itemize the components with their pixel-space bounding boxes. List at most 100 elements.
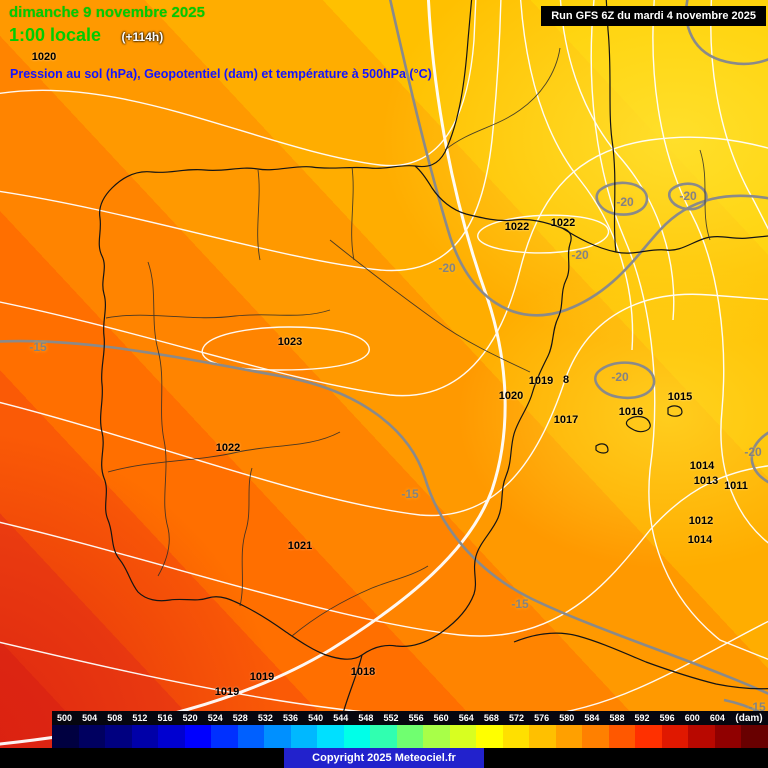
scale-tick: 580 [559, 713, 575, 723]
pressure-label: 1014 [689, 460, 715, 472]
scale-tick: 504 [82, 713, 98, 723]
scale-tick: 584 [584, 713, 600, 723]
scale-color-cell [582, 725, 609, 748]
scale-tick: 548 [358, 713, 374, 723]
copyright-label: Copyright 2025 Meteociel.fr [284, 748, 484, 768]
temperature-label: -15 [401, 487, 419, 501]
scale-color-cell [396, 725, 424, 748]
temperature-label: -20 [616, 195, 634, 209]
forecast-offset: (+114h) [121, 30, 164, 44]
scale-color-cell [529, 725, 556, 748]
scale-tick: 532 [257, 713, 273, 723]
pressure-label: 1019 [214, 686, 240, 698]
pressure-label: 1018 [350, 666, 376, 678]
pressure-label: 1013 [693, 475, 719, 487]
scale-color-cell [317, 725, 344, 748]
scale-color-cell [423, 725, 450, 748]
forecast-date: dimanche 9 novembre 2025 [9, 4, 205, 21]
scale-color-cell [237, 725, 265, 748]
pressure-label: 1011 [724, 480, 748, 492]
scale-tick: 568 [483, 713, 499, 723]
temperature-label: -20 [744, 445, 762, 459]
pressure-label: 1023 [277, 336, 303, 348]
scale-unit-label: (dam) [735, 712, 763, 724]
pressure-label: 1022 [215, 442, 241, 454]
scale-tick: 596 [659, 713, 675, 723]
scale-tick: 544 [333, 713, 349, 723]
temperature-label: -20 [438, 261, 456, 275]
scale-tick: 604 [709, 713, 725, 723]
isobar-lines [0, 0, 768, 746]
scale-color-cell [476, 725, 503, 748]
pressure-label: 1017 [553, 414, 579, 426]
scale-color-cell [370, 725, 397, 748]
scale-color-cell [52, 725, 79, 748]
pressure-label: 1021 [287, 540, 313, 552]
scale-color-cell [78, 725, 106, 748]
pressure-label: 1019 [528, 375, 554, 387]
scale-color-cell [158, 725, 185, 748]
scale-tick: 592 [634, 713, 650, 723]
scale-tick: 524 [207, 713, 223, 723]
scale-tick: 536 [283, 713, 299, 723]
pressure-label: 1019 [249, 671, 275, 683]
scale-color-cell [688, 725, 715, 748]
pressure-label: 1020 [498, 390, 524, 402]
map-parameters-title: Pression au sol (hPa), Geopotentiel (dam… [10, 67, 432, 81]
scale-tick: 520 [182, 713, 198, 723]
scale-color-cell [264, 725, 291, 748]
temperature-label: -15 [511, 597, 529, 611]
scale-color-cell [290, 725, 318, 748]
scale-tick: 528 [232, 713, 248, 723]
footer-bar: Copyright 2025 Meteociel.fr [0, 748, 768, 768]
temperature-label: -20 [571, 248, 589, 262]
scale-color-cell [184, 725, 212, 748]
scale-color-cell [555, 725, 583, 748]
temperature-label: -15 [29, 340, 47, 354]
pressure-label: 8 [562, 374, 570, 386]
temperature-label: -20 [679, 189, 697, 203]
scale-color-cell [635, 725, 662, 748]
scale-color-cell [105, 725, 132, 748]
scale-tick: 572 [509, 713, 525, 723]
rivers-and-borders [105, 47, 711, 637]
scale-tick: 560 [433, 713, 449, 723]
forecast-time-row: 1:00 locale (+114h) [9, 25, 163, 46]
scale-tick: 540 [308, 713, 324, 723]
pressure-label: 1020 [31, 51, 57, 63]
temperature-label: -20 [611, 370, 629, 384]
scale-tick: 552 [383, 713, 399, 723]
pressure-label: 1022 [550, 217, 576, 229]
forecast-time: 1:00 locale [9, 25, 102, 45]
scale-tick: 500 [57, 713, 73, 723]
scale-tick: 588 [609, 713, 625, 723]
pressure-label: 1014 [687, 534, 713, 546]
scale-tick: 576 [534, 713, 550, 723]
scale-tick: 512 [132, 713, 148, 723]
pressure-label: 1016 [618, 406, 644, 418]
scale-tick: 508 [107, 713, 123, 723]
scale-color-cell [661, 725, 689, 748]
model-run-info: Run GFS 6Z du mardi 4 novembre 2025 [541, 6, 766, 26]
scale-ticks: 500 504 508 512 516 520 524 528 532 536 540 544 548 5… [52, 711, 730, 725]
pressure-label: 1022 [504, 221, 530, 233]
scale-color-cell [502, 725, 530, 748]
scale-color-cell [131, 725, 159, 748]
scale-tick: 600 [684, 713, 700, 723]
scale-color-cell [449, 725, 477, 748]
scale-ticks-row: 500 504 508 512 516 520 524 528 532 536 540 544 548 5… [52, 711, 768, 725]
scale-color-cell [608, 725, 636, 748]
scale-colorbar [52, 725, 768, 748]
pressure-label: 1012 [688, 515, 714, 527]
scale-tick: 556 [408, 713, 424, 723]
scale-color-cell [343, 725, 371, 748]
scale-color-cell [211, 725, 238, 748]
scale-color-cell [714, 725, 742, 748]
temperature-label: -15 [748, 700, 766, 714]
scale-color-cell [741, 725, 768, 748]
scale-tick: 564 [458, 713, 474, 723]
pressure-label: 1015 [667, 391, 693, 403]
